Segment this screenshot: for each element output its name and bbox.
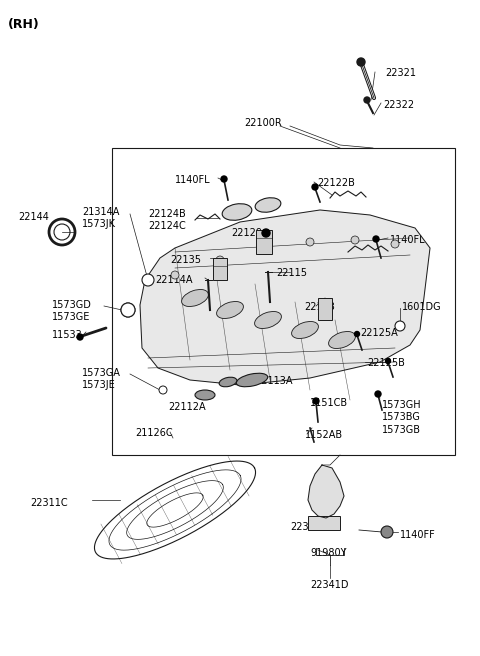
- Text: 22311C: 22311C: [30, 498, 68, 508]
- Circle shape: [142, 274, 154, 286]
- Text: 21314A
1573JK: 21314A 1573JK: [82, 207, 120, 230]
- Polygon shape: [95, 461, 255, 559]
- Ellipse shape: [181, 289, 208, 306]
- Text: 22115: 22115: [276, 268, 307, 278]
- Ellipse shape: [219, 377, 237, 387]
- Text: 22135: 22135: [170, 255, 201, 265]
- Circle shape: [262, 229, 270, 237]
- Ellipse shape: [291, 321, 318, 338]
- Circle shape: [385, 358, 391, 363]
- Text: 1140FF: 1140FF: [400, 530, 436, 540]
- Text: 22341F: 22341F: [290, 522, 326, 532]
- Circle shape: [364, 97, 370, 103]
- Text: 22133: 22133: [304, 302, 335, 312]
- Circle shape: [121, 303, 135, 317]
- Text: 22321: 22321: [385, 68, 416, 78]
- Ellipse shape: [195, 390, 215, 400]
- Bar: [112, 148, 455, 455]
- Polygon shape: [308, 465, 344, 518]
- Text: 1140FL: 1140FL: [390, 235, 426, 245]
- Circle shape: [306, 238, 314, 246]
- Text: (RH): (RH): [8, 18, 40, 31]
- Circle shape: [355, 331, 360, 337]
- Text: 1151CB: 1151CB: [310, 398, 348, 408]
- Ellipse shape: [236, 373, 268, 387]
- Circle shape: [216, 256, 224, 264]
- Text: 22100R: 22100R: [244, 118, 282, 128]
- Text: 1140FL: 1140FL: [175, 175, 211, 185]
- Circle shape: [373, 236, 379, 242]
- Text: 1601DG: 1601DG: [402, 302, 442, 312]
- Text: 22322: 22322: [383, 100, 414, 110]
- Circle shape: [77, 334, 83, 340]
- Ellipse shape: [216, 302, 243, 319]
- Polygon shape: [140, 210, 430, 385]
- Ellipse shape: [255, 197, 281, 213]
- Circle shape: [313, 398, 319, 404]
- Circle shape: [381, 526, 393, 538]
- Text: 1573GH
1573BG
1573GB: 1573GH 1573BG 1573GB: [382, 400, 421, 435]
- Text: 22124B
22124C: 22124B 22124C: [148, 209, 186, 232]
- Text: 22114A: 22114A: [155, 275, 192, 285]
- Circle shape: [357, 58, 365, 66]
- Text: 1152AB: 1152AB: [305, 430, 343, 440]
- Bar: [308, 516, 340, 530]
- Bar: [318, 298, 332, 320]
- Text: 22112A: 22112A: [168, 402, 205, 412]
- Ellipse shape: [254, 312, 281, 329]
- Ellipse shape: [222, 204, 252, 220]
- Text: 91980Y: 91980Y: [310, 548, 347, 558]
- Bar: [213, 258, 227, 280]
- Circle shape: [261, 246, 269, 254]
- Circle shape: [351, 236, 359, 244]
- Text: 1573GD
1573GE: 1573GD 1573GE: [52, 300, 92, 322]
- Circle shape: [221, 176, 227, 182]
- Ellipse shape: [329, 331, 355, 348]
- Circle shape: [171, 271, 179, 279]
- Text: 22341D: 22341D: [310, 580, 348, 590]
- Text: 11533: 11533: [52, 330, 83, 340]
- Circle shape: [375, 391, 381, 397]
- Text: 1573GA
1573JE: 1573GA 1573JE: [82, 368, 121, 390]
- Text: 22113A: 22113A: [255, 376, 292, 386]
- Bar: [256, 230, 272, 254]
- Circle shape: [312, 184, 318, 190]
- Text: 22125A: 22125A: [360, 328, 398, 338]
- Text: 21126C: 21126C: [135, 428, 173, 438]
- Circle shape: [395, 321, 405, 331]
- Text: 22122B: 22122B: [317, 178, 355, 188]
- Text: 22144: 22144: [18, 212, 49, 222]
- Circle shape: [391, 240, 399, 248]
- Circle shape: [159, 386, 167, 394]
- Circle shape: [121, 303, 135, 317]
- Text: 22129: 22129: [231, 228, 262, 238]
- Text: 22125B: 22125B: [367, 358, 405, 368]
